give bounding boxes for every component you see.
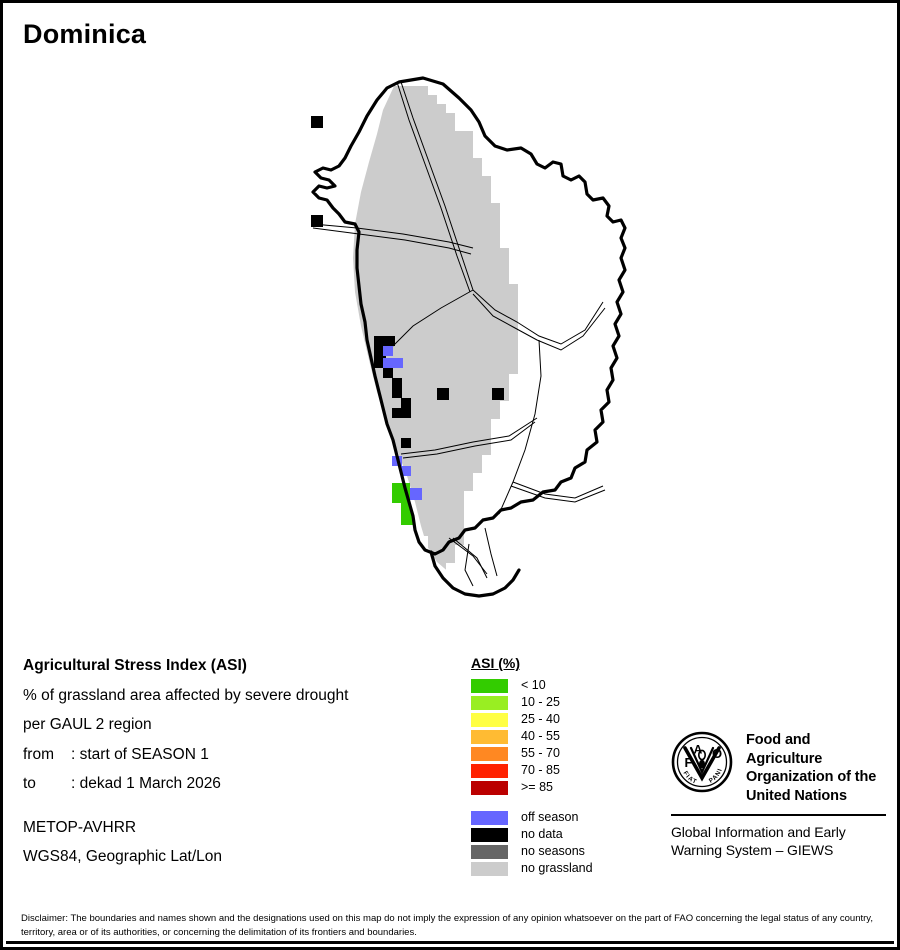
fao-divider (671, 814, 886, 817)
caption-heading: Agricultural Stress Index (ASI) (23, 657, 247, 674)
raster-no-data (311, 116, 504, 448)
caption-from-label: from (23, 745, 54, 763)
legend-label: 10 - 25 (521, 695, 560, 710)
legend-row-class-4: 55 - 70 (471, 745, 593, 762)
map-legend: ASI (%) < 10 10 - 25 25 - 40 40 - 55 55 - 70… (471, 655, 593, 877)
legend-label: 25 - 40 (521, 712, 560, 727)
svg-text:O: O (712, 746, 722, 761)
caption-from-value: : start of SEASON 1 (71, 745, 209, 763)
raster-no-grassland (353, 86, 518, 572)
legend-row-extra-3: no grassland (471, 860, 593, 877)
svg-text:A: A (694, 743, 703, 757)
legend-label: no seasons (521, 844, 585, 859)
caption-line-2: per GAUL 2 region (23, 716, 152, 733)
legend-label: 55 - 70 (521, 746, 560, 761)
legend-extra-list: off season no data no seasons no grassland (471, 809, 593, 877)
legend-class-list: < 10 10 - 25 25 - 40 40 - 55 55 - 70 70 - 85 >… (471, 677, 593, 796)
footer-rule (6, 941, 894, 944)
legend-swatch (471, 763, 508, 778)
caption-to-label: to (23, 775, 36, 792)
svg-text:F: F (685, 755, 693, 770)
legend-swatch (471, 746, 508, 761)
dominica-map-svg[interactable] (273, 58, 643, 628)
admin-boundaries (312, 81, 606, 587)
legend-row-extra-0: off season (471, 809, 593, 826)
caption-line-1: % of grassland area affected by severe d… (23, 686, 349, 704)
legend-title: ASI (%) (471, 655, 520, 671)
caption-to-value: : dekad 1 March 2026 (71, 775, 221, 792)
caption-to-row: to : dekad 1 March 2026 (23, 776, 453, 792)
page-title: Dominica (23, 19, 147, 49)
legend-row-class-2: 25 - 40 (471, 711, 593, 728)
fao-branding: F A O FIAT PANIS Food and Agriculture Or… (668, 726, 886, 860)
legend-row-class-3: 40 - 55 (471, 728, 593, 745)
legend-swatch (471, 810, 508, 825)
legend-swatch (471, 678, 508, 693)
caption-block: Agricultural Stress Index (ASI) % of gra… (23, 658, 453, 879)
fao-header: F A O FIAT PANIS Food and Agriculture Or… (668, 726, 886, 805)
legend-label: < 10 (521, 678, 546, 693)
fao-logo-icon: F A O FIAT PANIS (668, 726, 733, 798)
map-canvas[interactable] (273, 58, 643, 628)
fao-system-name: Global Information and Early Warning Sys… (671, 824, 846, 859)
legend-row-class-5: 70 - 85 (471, 762, 593, 779)
caption-from-row: from : start of SEASON 1 (23, 745, 453, 763)
legend-swatch (471, 827, 508, 842)
legend-swatch (471, 844, 508, 859)
fao-organization-name: Food and Agriculture Organization of the… (746, 732, 877, 804)
legend-row-extra-1: no data (471, 826, 593, 843)
raster-asi-lt-10 (392, 483, 413, 525)
coastline (311, 76, 627, 598)
legend-row-class-1: 10 - 25 (471, 694, 593, 711)
legend-row-class-0: < 10 (471, 677, 593, 694)
legend-label: off season (521, 810, 579, 825)
legend-row-class-6: >= 85 (471, 779, 593, 796)
caption-projection: WGS84, Geographic Lat/Lon (23, 848, 223, 865)
legend-swatch (471, 861, 508, 876)
legend-swatch (471, 780, 508, 795)
caption-sensor: METOP-AVHRR (23, 818, 137, 836)
legend-label: no grassland (521, 861, 593, 876)
disclaimer-text: Disclaimer: The boundaries and names sho… (21, 913, 873, 938)
legend-label: 70 - 85 (521, 763, 560, 778)
legend-row-extra-2: no seasons (471, 843, 593, 860)
legend-swatch (471, 729, 508, 744)
legend-swatch (471, 712, 508, 727)
legend-label: 40 - 55 (521, 729, 560, 744)
legend-label: >= 85 (521, 780, 553, 795)
caption-spacer (23, 806, 453, 820)
legend-swatch (471, 695, 508, 710)
legend-label: no data (521, 827, 563, 842)
